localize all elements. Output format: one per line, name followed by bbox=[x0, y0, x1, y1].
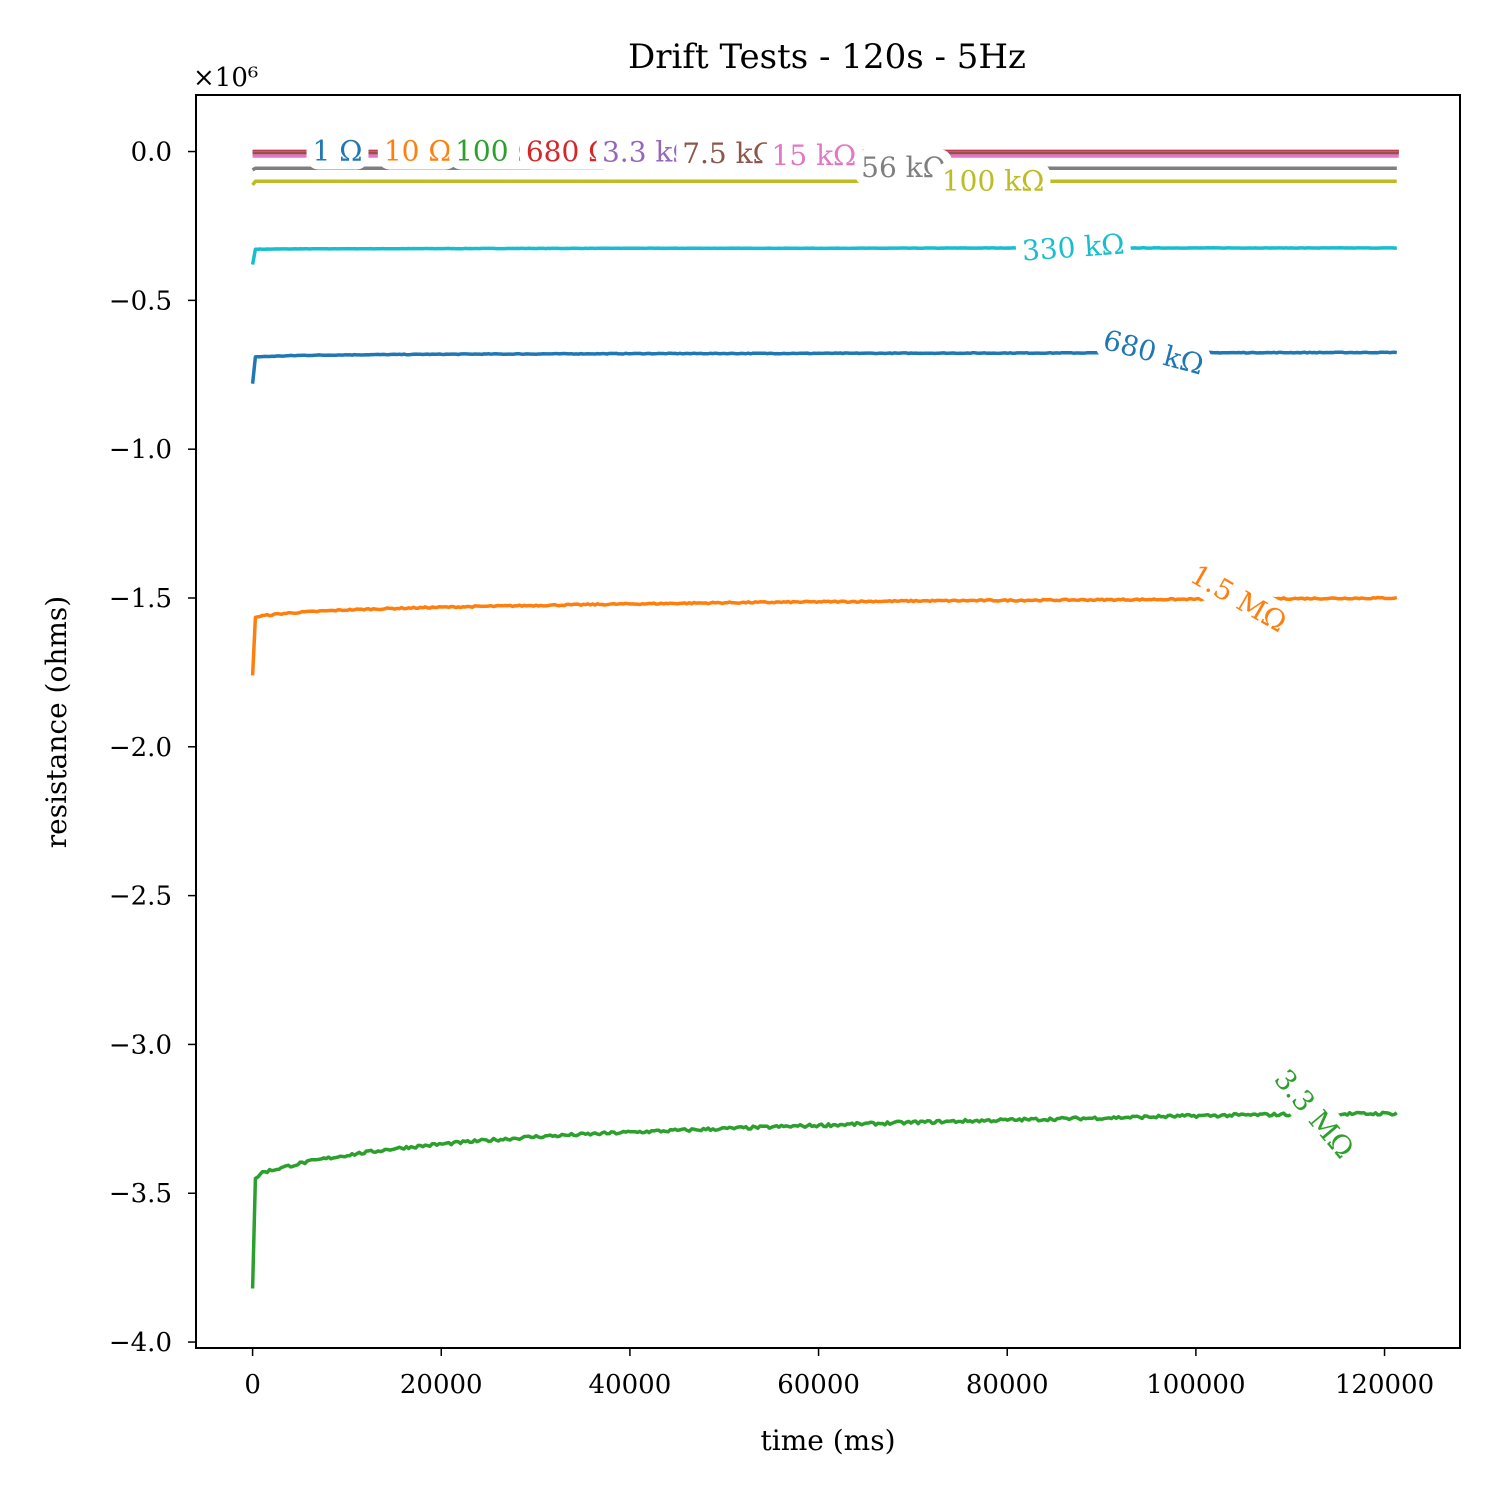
x-tick-label: 20000 bbox=[400, 1370, 483, 1400]
y-tick-label: −3.5 bbox=[109, 1179, 172, 1209]
series-label-background bbox=[935, 162, 1051, 200]
x-tick-label: 0 bbox=[244, 1370, 261, 1400]
series-label-group: 15 kΩ bbox=[765, 137, 863, 174]
series-label: 15 kΩ bbox=[772, 139, 857, 172]
y-tick-label: 0.0 bbox=[131, 138, 172, 168]
y-axis-label: resistance (ohms) bbox=[40, 596, 73, 848]
series-label-background bbox=[595, 133, 702, 171]
series-label: 680 kΩ bbox=[1100, 323, 1208, 381]
series-label: 1 Ω bbox=[313, 135, 363, 168]
y-tick-label: −1.0 bbox=[109, 435, 172, 465]
series-label-background bbox=[1182, 557, 1295, 640]
y-tick-label: −0.5 bbox=[109, 286, 172, 316]
x-tick-label: 120000 bbox=[1335, 1370, 1434, 1400]
series-label-group: 1 Ω bbox=[306, 132, 369, 170]
y-tick-label: −3.0 bbox=[109, 1030, 172, 1060]
series-label-group: 330 kΩ bbox=[1015, 225, 1131, 270]
x-tick-label: 60000 bbox=[777, 1370, 860, 1400]
y-tick-label: −2.0 bbox=[109, 733, 172, 763]
series-label-group: 10 Ω bbox=[377, 132, 458, 170]
y-axis: 0.0 −0.5 −1.0 −1.5 −2.0 −2.5 −3.0 −3.5 −4.0 bbox=[109, 138, 196, 1358]
series-label-group: 56 kΩ bbox=[855, 149, 952, 187]
y-tick-label: −2.5 bbox=[109, 882, 172, 912]
series-label-background bbox=[377, 132, 458, 170]
series-line bbox=[250, 246, 1397, 265]
x-axis: 0 20000 40000 60000 80000 100000 120000 bbox=[244, 1348, 1434, 1400]
y-tick-label: −1.5 bbox=[109, 584, 172, 614]
series-label-background bbox=[1015, 225, 1131, 270]
series-label: 7.5 kΩ bbox=[682, 137, 776, 170]
chart-title: Drift Tests - 120s - 5Hz bbox=[628, 37, 1026, 77]
x-axis-label: time (ms) bbox=[761, 1424, 896, 1457]
series-line bbox=[251, 179, 1397, 186]
series-line bbox=[250, 1110, 1398, 1289]
series-label-background bbox=[1267, 1061, 1362, 1166]
series-line bbox=[250, 350, 1398, 384]
series-label: 100 kΩ bbox=[942, 164, 1045, 197]
series-label-group: 7.5 kΩ bbox=[676, 134, 782, 172]
series-label-group: 680 kΩ bbox=[1096, 322, 1211, 383]
series-label-background bbox=[1096, 322, 1211, 383]
series-label-background bbox=[519, 132, 618, 170]
series-label: 56 kΩ bbox=[861, 151, 946, 184]
series-label: 330 kΩ bbox=[1021, 227, 1126, 267]
x-tick-label: 80000 bbox=[966, 1370, 1049, 1400]
x-tick-label: 100000 bbox=[1146, 1370, 1245, 1400]
plot-frame bbox=[195, 94, 1461, 1349]
y-tick-label: −4.0 bbox=[109, 1328, 172, 1358]
y-multiplier-label: ×10⁶ bbox=[193, 63, 258, 93]
series-label-background bbox=[765, 137, 863, 174]
series-label-group: 100 kΩ bbox=[935, 162, 1051, 200]
series-label-background bbox=[855, 149, 952, 187]
series-layer bbox=[250, 149, 1399, 1289]
series-label-background bbox=[306, 132, 369, 170]
series-label-background bbox=[676, 134, 782, 172]
x-tick-label: 40000 bbox=[589, 1370, 672, 1400]
series-label: 10 Ω bbox=[384, 135, 452, 168]
